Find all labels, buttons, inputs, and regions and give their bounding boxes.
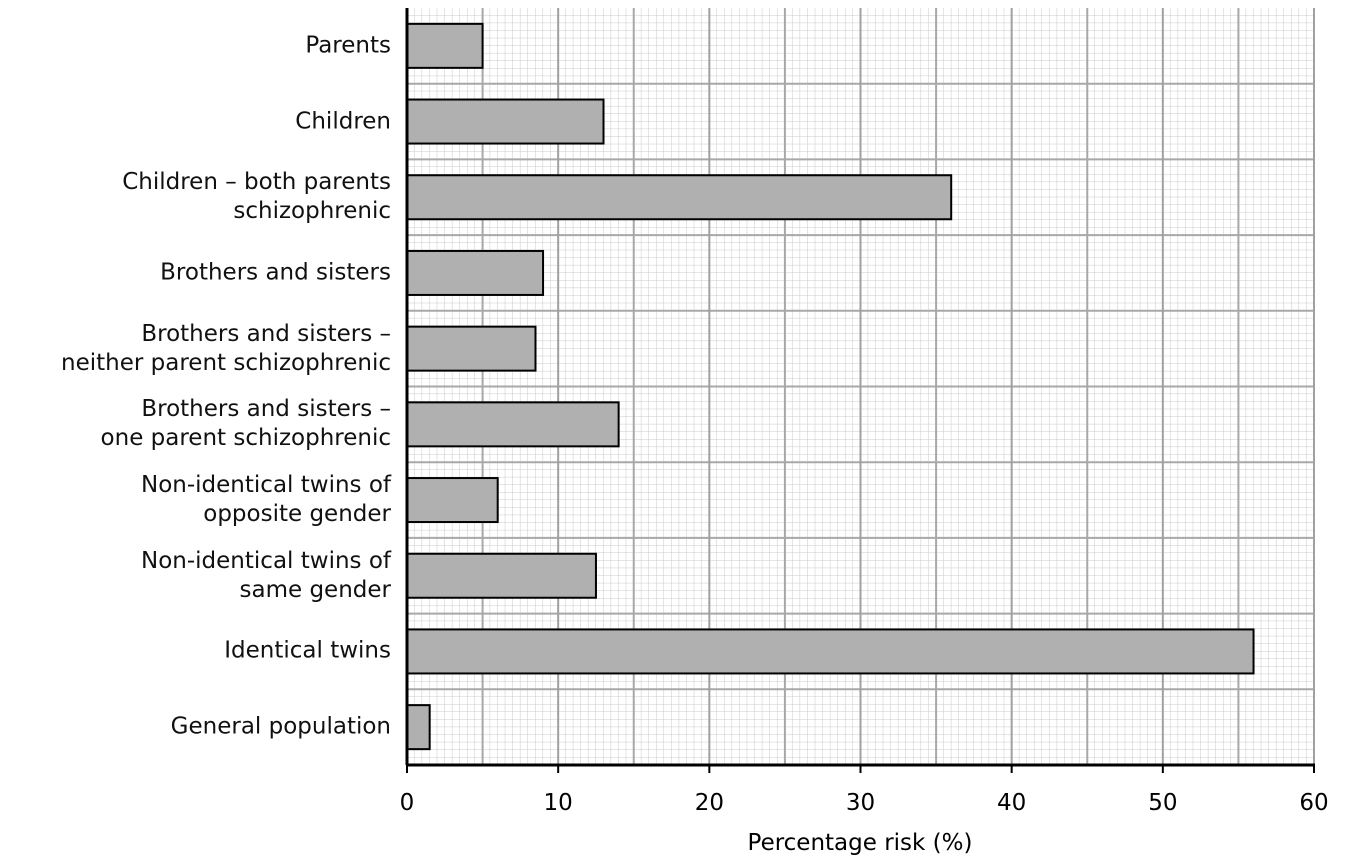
x-tick-label: 20	[695, 790, 724, 816]
x-tick-label: 0	[400, 790, 415, 816]
y-tick-label: Children – both parents schizophrenic	[122, 169, 391, 225]
y-tick-label: Non-identical twins of same gender	[141, 547, 391, 603]
y-tick-label: Non-identical twins of opposite gender	[141, 472, 391, 528]
bar	[406, 477, 499, 524]
bar	[406, 325, 537, 372]
y-tick-label: Parents	[305, 32, 391, 59]
bar	[406, 401, 620, 448]
y-tick-label: Brothers and sisters – neither parent sc…	[61, 320, 391, 376]
bar	[406, 552, 597, 599]
x-tick-label: 40	[997, 790, 1026, 816]
bar	[406, 628, 1255, 675]
bar	[406, 98, 605, 145]
y-tick-label: Brothers and sisters	[160, 259, 391, 286]
y-tick-label: Children	[295, 108, 391, 135]
x-tick-label: 50	[1148, 790, 1177, 816]
bar	[406, 22, 484, 69]
y-tick-label: Brothers and sisters – one parent schizo…	[100, 396, 391, 452]
bar	[406, 249, 545, 296]
bar	[406, 174, 953, 221]
x-tick-label: 60	[1299, 790, 1328, 816]
x-tick-label: 30	[846, 790, 875, 816]
y-tick-label: Identical twins	[224, 637, 391, 664]
x-axis-title: Percentage risk (%)	[748, 830, 973, 856]
x-tick-label: 10	[544, 790, 573, 816]
y-tick-label: General population	[170, 713, 391, 740]
bar	[406, 704, 431, 751]
